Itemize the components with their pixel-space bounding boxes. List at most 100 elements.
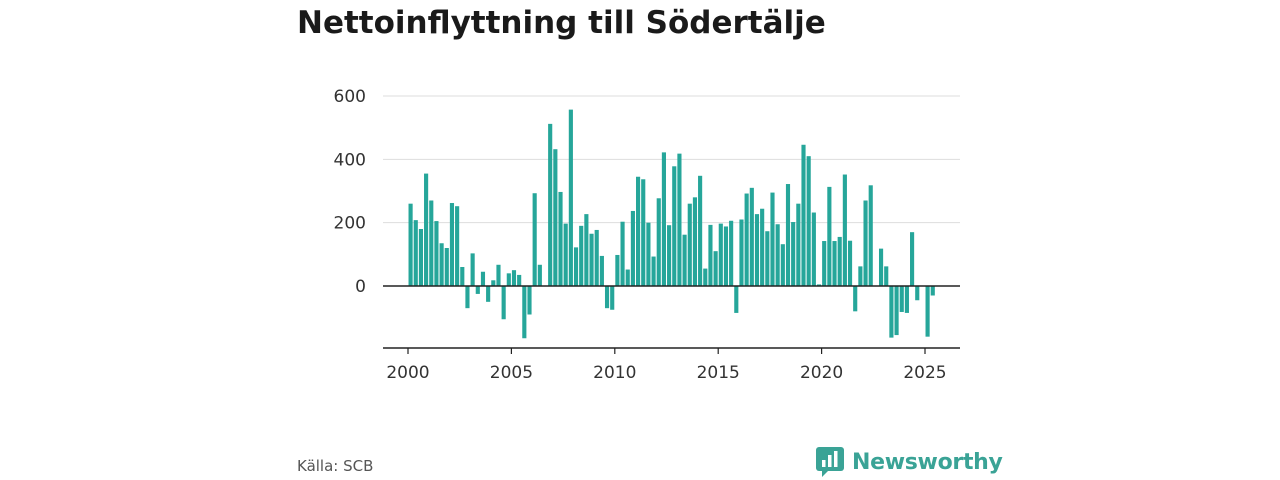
bar [630, 210, 635, 286]
bar [770, 192, 775, 286]
brand-name: Newsworthy [852, 449, 1003, 475]
bar [563, 223, 568, 286]
bar [899, 286, 904, 312]
x-tick-label: 2000 [386, 363, 429, 383]
bar [723, 226, 729, 286]
bar [832, 241, 837, 286]
bar [682, 234, 687, 286]
bar [460, 267, 465, 286]
bar [863, 200, 868, 286]
bar [522, 286, 527, 339]
x-tick-label: 2005 [490, 363, 533, 383]
bar [754, 214, 760, 286]
bar [646, 222, 651, 286]
bar [775, 224, 780, 286]
bar [413, 220, 418, 286]
bar [599, 255, 604, 286]
bar [429, 200, 434, 286]
bar [449, 203, 455, 286]
bar [729, 220, 734, 286]
bar [480, 271, 486, 286]
bar [579, 225, 584, 286]
bar [703, 268, 708, 286]
bar [434, 221, 439, 286]
bar [780, 244, 785, 286]
source-note: Källa: SCB [297, 457, 374, 475]
bar [444, 248, 449, 286]
bar [827, 186, 832, 286]
bar [511, 270, 517, 286]
axes [383, 285, 960, 354]
bar [811, 212, 816, 286]
bar [822, 241, 827, 286]
bar [418, 229, 423, 286]
bar [925, 286, 930, 337]
bar [604, 286, 610, 309]
bar [408, 203, 413, 286]
bar [573, 247, 579, 286]
bar [796, 203, 801, 286]
y-tick-label: 0 [355, 277, 366, 297]
bar [661, 152, 666, 286]
bar [884, 266, 889, 286]
bar [858, 266, 863, 286]
bar [424, 173, 429, 286]
bar [620, 221, 625, 286]
bar [677, 153, 682, 286]
bar [816, 284, 822, 286]
bar [651, 256, 656, 286]
bar [847, 240, 853, 286]
bar [455, 206, 460, 286]
x-tick-label: 2010 [593, 363, 636, 383]
bar [713, 251, 718, 286]
bar [687, 203, 692, 286]
bar [558, 191, 563, 286]
bar [806, 156, 811, 286]
y-tick-label: 400 [334, 150, 366, 170]
bar [868, 185, 873, 286]
bar [698, 175, 703, 286]
bar [744, 193, 749, 286]
bar-chart-speech-bubble-icon [816, 447, 844, 477]
bar [853, 286, 858, 312]
bar [568, 109, 573, 287]
chart-title: Nettoinflyttning till Södertälje [297, 5, 826, 41]
bar [910, 232, 915, 286]
bar [486, 286, 491, 302]
bar [656, 198, 661, 286]
bar [615, 254, 620, 286]
x-tick-label: 2015 [697, 363, 740, 383]
bar [517, 274, 522, 286]
bar [491, 280, 496, 286]
bar [553, 149, 558, 286]
bar [734, 286, 739, 313]
bar [641, 179, 646, 286]
y-tick-label: 600 [334, 87, 366, 107]
bar [801, 144, 806, 286]
bars [408, 109, 935, 339]
gridlines [383, 95, 960, 224]
bar [636, 176, 641, 286]
bar [625, 269, 630, 286]
bar [708, 224, 713, 286]
bar [765, 231, 770, 286]
bar [532, 193, 537, 286]
x-tick-label: 2025 [903, 363, 946, 383]
bar [667, 225, 672, 286]
bar [889, 286, 894, 338]
bar [904, 286, 909, 313]
bar [785, 184, 791, 286]
bar [718, 223, 723, 286]
bar [475, 286, 480, 294]
bar-chart: 0 200 400 600 2000 2005 2010 2015 2020 2025 [334, 87, 960, 383]
bar [894, 286, 899, 336]
bar [506, 273, 511, 286]
bar [760, 208, 765, 286]
bar [791, 222, 796, 286]
bar [739, 219, 744, 286]
bar [930, 286, 935, 296]
bar [584, 214, 589, 286]
bar [915, 286, 920, 301]
bar [465, 286, 470, 309]
y-tick-label: 200 [334, 214, 366, 234]
